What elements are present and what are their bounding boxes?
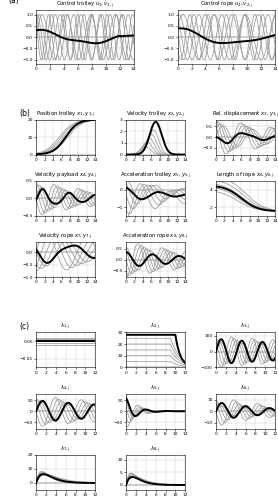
Title: Velocity payload $x_4, y_{4,j}$: Velocity payload $x_4, y_{4,j}$ [34,170,98,181]
Title: Rel. displacement $x_3, y_{3,j}$: Rel. displacement $x_3, y_{3,j}$ [212,110,278,120]
Title: Velocity rope $x_7, y_{7,j}$: Velocity rope $x_7, y_{7,j}$ [38,232,93,242]
Text: (a): (a) [9,0,19,6]
Title: Length of rope $x_6, y_{6,j}$: Length of rope $x_6, y_{6,j}$ [216,170,275,181]
Title: Control rope $u_2, \dot{v}_{2,j}$: Control rope $u_2, \dot{v}_{2,j}$ [200,0,253,10]
Title: $\lambda_{1,j}$: $\lambda_{1,j}$ [60,322,71,332]
Title: $\lambda_{7,j}$: $\lambda_{7,j}$ [60,445,71,455]
Title: Control trolley $u_1, \dot{v}_{1,j}$: Control trolley $u_1, \dot{v}_{1,j}$ [56,0,114,10]
Title: $\lambda_{4,j}$: $\lambda_{4,j}$ [60,384,71,394]
Text: (b): (b) [19,109,31,118]
Title: Acceleration trolley $x_5, y_{5,j}$: Acceleration trolley $x_5, y_{5,j}$ [120,170,191,181]
Title: $\lambda_{2,j}$: $\lambda_{2,j}$ [150,322,161,332]
Text: (c): (c) [19,322,30,331]
Title: Acceleration rope $x_8, y_{8,j}$: Acceleration rope $x_8, y_{8,j}$ [122,232,189,242]
Title: $\lambda_{3,j}$: $\lambda_{3,j}$ [240,322,251,332]
Title: Position trolley $x_1, y_{1,j}$: Position trolley $x_1, y_{1,j}$ [36,110,95,120]
Title: Velocity trolley $x_2, y_{2,j}$: Velocity trolley $x_2, y_{2,j}$ [126,110,185,120]
Title: $\lambda_{6,j}$: $\lambda_{6,j}$ [240,384,251,394]
Title: $\lambda_{5,j}$: $\lambda_{5,j}$ [150,384,161,394]
Title: $\lambda_{8,j}$: $\lambda_{8,j}$ [150,445,161,455]
